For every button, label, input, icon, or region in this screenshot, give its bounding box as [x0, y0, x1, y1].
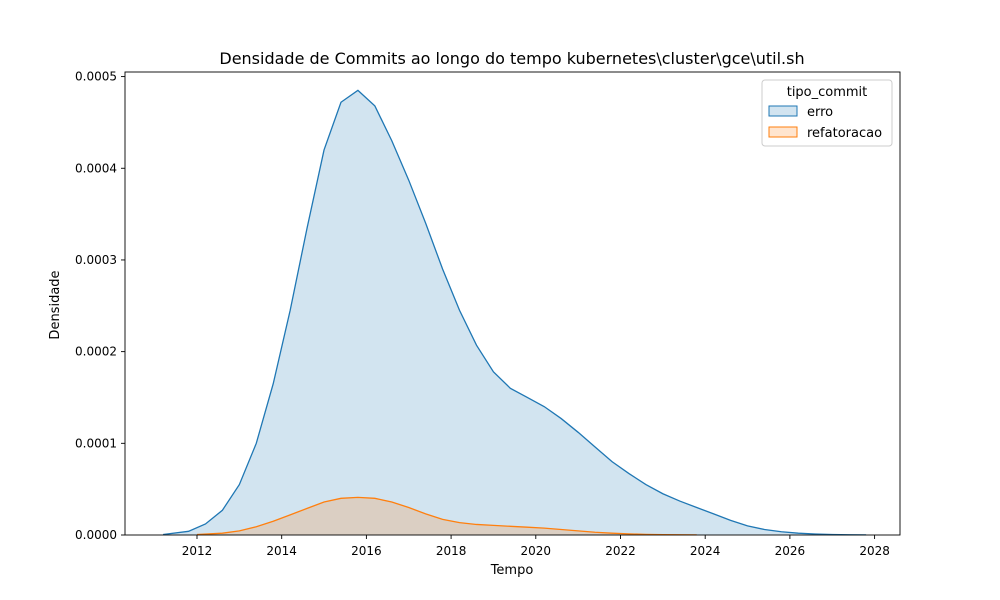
x-tick-label: 2022	[605, 544, 636, 558]
legend-label-erro: erro	[807, 105, 833, 120]
x-tick-label: 2020	[521, 544, 552, 558]
y-tick-label: 0.0005	[75, 70, 117, 84]
series-refatoracao-area	[196, 497, 697, 535]
x-tick-label: 2024	[690, 544, 721, 558]
x-tick-label: 2026	[775, 544, 806, 558]
plot-area	[124, 71, 901, 536]
y-axis: 0.0000 0.0001 0.0002 0.0003 0.0004 0.0005	[75, 70, 125, 542]
x-tick-label: 2028	[859, 544, 890, 558]
y-tick-label: 0.0000	[75, 528, 117, 542]
y-tick-label: 0.0004	[75, 161, 117, 175]
series-erro-area	[163, 90, 867, 535]
x-tick-label: 2018	[436, 544, 467, 558]
legend-box	[761, 79, 893, 147]
series-refatoracao-line	[196, 496, 697, 536]
x-tick-label: 2014	[266, 544, 297, 558]
legend-swatch-refatoracao	[768, 126, 798, 138]
plot-frame	[124, 71, 901, 536]
x-axis-label: Tempo	[490, 563, 534, 578]
x-tick-label: 2012	[182, 544, 213, 558]
legend-title: tipo_commit	[787, 85, 868, 100]
x-tick-label: 2016	[351, 544, 382, 558]
chart-title: Densidade de Commits ao longo do tempo k…	[219, 49, 804, 68]
y-tick-label: 0.0002	[75, 345, 117, 359]
y-axis-label: Densidade	[48, 270, 63, 339]
y-tick-label: 0.0001	[75, 436, 117, 450]
legend-swatch-erro	[768, 105, 798, 117]
x-axis: 2012 2014 2016 2018 2020 2022 2024 2026 2028	[182, 535, 890, 558]
series-erro-line	[163, 89, 867, 536]
y-tick-label: 0.0003	[75, 253, 117, 267]
legend-label-refatoracao: refatoracao	[807, 126, 882, 141]
